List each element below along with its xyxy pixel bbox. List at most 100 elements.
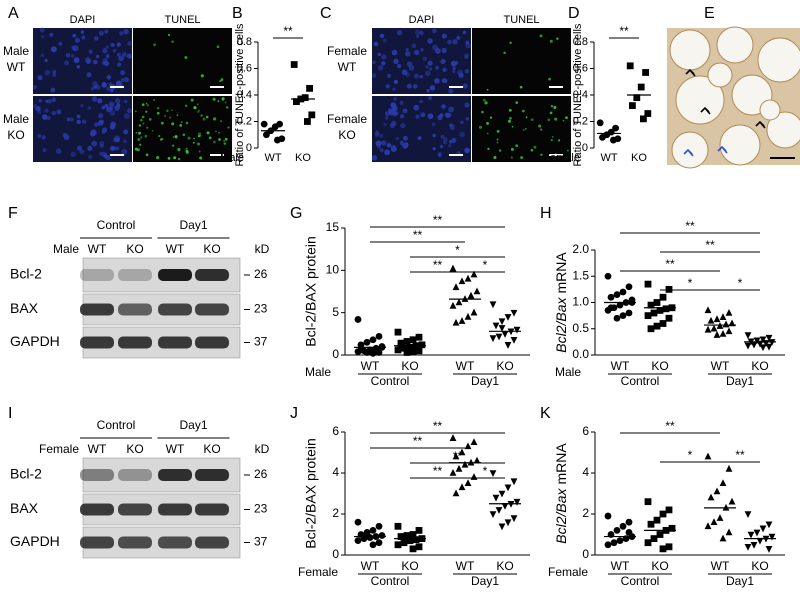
tunel-signal [550,139,553,142]
nucleus [448,144,452,148]
nucleus [109,124,116,130]
data-point [713,487,721,495]
data-point [665,285,673,293]
tunel-signal [212,140,216,144]
nucleus [399,140,405,146]
nucleus [381,140,387,146]
data-point [415,543,423,551]
tunel-signal [200,74,204,78]
tunel-signal [530,148,534,152]
nucleus [126,53,132,59]
tunel-signal [145,102,148,105]
data-point [719,534,727,542]
nucleus [427,38,433,44]
data-point [753,529,761,537]
data-point [470,438,478,446]
nucleus [50,46,57,53]
column-label: TUNEL [503,14,539,26]
condition-label: Control [97,218,136,232]
data-point [455,298,463,306]
data-point [452,489,460,497]
data-point [765,546,773,553]
tunel-signal [549,111,553,115]
nucleus [459,131,465,138]
adipocyte [716,26,754,64]
data-point [409,336,417,344]
nucleus [55,148,62,154]
tunel-signal [171,109,173,111]
data-point [713,315,721,323]
significance-label: ** [433,419,443,433]
data-point [415,333,423,341]
nucleus [72,33,77,38]
band [158,469,192,481]
data-point [403,349,411,356]
tunel-signal [198,150,201,153]
nucleus [399,114,405,119]
nucleus [460,120,464,125]
nucleus [86,72,92,78]
band [80,269,114,281]
tunel-signal [548,77,551,81]
data-point [470,270,478,278]
tunel-signal [493,156,497,160]
nucleus [422,56,428,62]
panel-letter: C [320,5,332,22]
tunel-signal [533,145,537,149]
data-point [625,309,633,317]
nucleus [377,52,381,57]
band [80,469,114,481]
nucleus [99,119,104,125]
nucleus [392,112,397,117]
condition-label: Control [621,374,660,388]
nucleus [440,134,445,139]
band [80,536,114,549]
row-label: WT [338,60,357,74]
nucleus [102,57,108,63]
x-tick-label: KO [496,359,513,373]
tunel-signal [185,149,189,153]
lane-label: KO [203,242,220,256]
protein-label: GAPDH [10,533,60,549]
nucleus [392,87,396,92]
nucleus [91,96,98,102]
tunel-signal [486,122,489,125]
nucleus [432,133,436,138]
tunel-signal [511,125,514,128]
nucleus [424,70,431,77]
arrow [700,106,711,115]
data-point [744,544,752,551]
nucleus [123,77,129,83]
y-tick-label: 2 [332,506,339,520]
data-point [409,545,417,553]
tunel-signal [206,131,210,135]
tunel-signal [554,117,558,121]
tunel-signal [487,147,490,150]
nucleus [379,33,385,39]
x-tick-label: KO [651,359,668,373]
data-point [461,460,469,468]
micrograph [133,96,232,162]
sex-label: Female [543,152,580,164]
nucleus [390,144,397,151]
significance-label: ** [685,219,695,233]
band [118,469,152,481]
y-tick-label: 0.4 [573,89,588,101]
tunel-signal [198,109,201,112]
significance-label: ** [283,24,293,38]
sex-label: Female [548,565,588,579]
data-point [397,533,405,540]
tunel-signal [484,101,488,105]
x-tick-label: WT [611,359,630,373]
data-point [452,318,460,326]
band [118,503,152,516]
data-point [498,318,506,326]
nucleus [80,30,85,34]
tunel-signal [135,131,138,134]
data-point [750,541,758,549]
tunel-signal [556,37,559,40]
nucleus [88,49,93,54]
data-point [704,452,712,460]
data-point [260,120,268,128]
